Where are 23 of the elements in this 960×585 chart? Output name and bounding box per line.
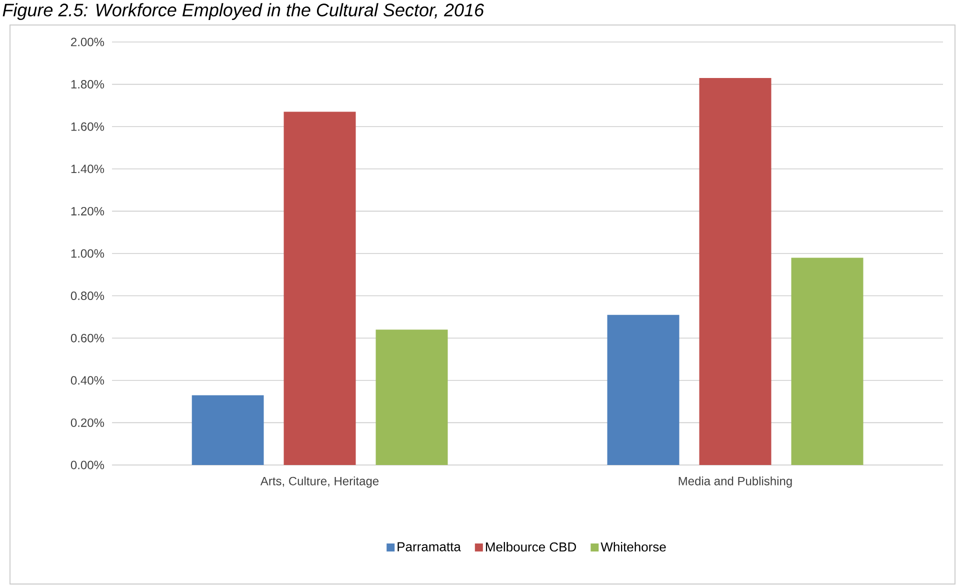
y-tick-label: 0.00% [70,460,104,470]
legend-label: Parramatta [398,542,461,552]
y-tick-label: 0.80% [70,292,104,300]
y-tick-label: 2.00% [71,38,104,46]
y-tick-label: 1.80% [71,80,104,89]
x-tick-label: Arts, Culture, Heritage [260,476,379,488]
bar [284,112,356,465]
bar [791,258,864,465]
y-tick-label: 1.40% [71,164,104,174]
bar [192,395,264,465]
y-tick-label: 0.40% [70,376,104,385]
y-tick-label: 1.00% [71,249,104,258]
chart-title: Figure 2.5: Workforce Employed in the Cultural Sector, 2016 [2,3,484,20]
y-tick-label: 1.20% [71,206,104,216]
legend-label: Melbource CBD [486,542,576,552]
y-tick-label: 0.20% [70,418,104,427]
bar [699,78,772,465]
legend-label: Whitehorse [600,542,666,552]
y-tick-label: 1.60% [71,122,104,131]
bar [376,330,448,465]
x-tick-label: Media and Publishing [678,476,792,488]
y-tick-label: 0.60% [70,334,104,342]
bar [607,314,680,465]
